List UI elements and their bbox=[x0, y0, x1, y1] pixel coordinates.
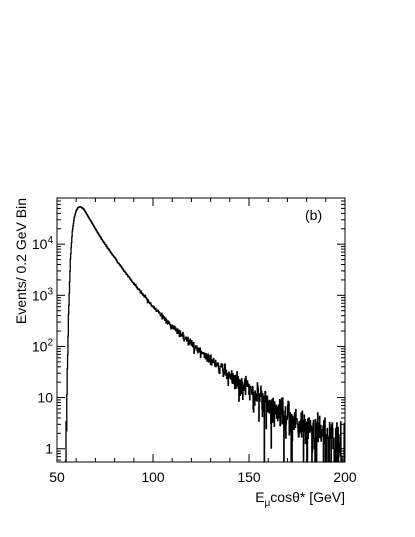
x-tick-label: 100 bbox=[141, 469, 165, 485]
x-axis-title-rest: cosθ* [GeV] bbox=[270, 489, 345, 505]
panel-label: (b) bbox=[305, 207, 322, 223]
y-tick-label-base: 10 bbox=[32, 338, 48, 354]
x-axis-title: Eμcosθ* [GeV] bbox=[255, 489, 345, 509]
y-tick-label-base: 10 bbox=[32, 287, 48, 303]
series-curve-layer bbox=[64, 206, 346, 463]
y-tick-label: 10 bbox=[37, 390, 53, 406]
y-tick-label-base: 10 bbox=[32, 236, 48, 252]
x-tick-label: 50 bbox=[49, 469, 65, 485]
y-tick-label: 104 bbox=[32, 235, 54, 252]
y-tick-label-exponent: 3 bbox=[47, 286, 53, 297]
x-axis-title-sub: μ bbox=[265, 498, 271, 509]
y-tick-label-base: 10 bbox=[37, 390, 53, 406]
y-tick-label: 102 bbox=[32, 337, 54, 354]
y-tick-label-base: 1 bbox=[45, 441, 53, 457]
y-axis-title: Events/ 0.2 GeV Bin bbox=[13, 198, 29, 324]
x-axis-title-main: E bbox=[255, 489, 264, 505]
x-tick-label: 200 bbox=[333, 469, 357, 485]
y-tick-label-exponent: 4 bbox=[47, 235, 53, 246]
y-tick-label: 103 bbox=[32, 286, 54, 303]
x-tick-label: 150 bbox=[237, 469, 261, 485]
plot-frame bbox=[56, 197, 346, 463]
y-tick-label: 1 bbox=[45, 441, 53, 457]
y-tick-label-exponent: 2 bbox=[47, 337, 53, 348]
series-line bbox=[64, 206, 346, 463]
